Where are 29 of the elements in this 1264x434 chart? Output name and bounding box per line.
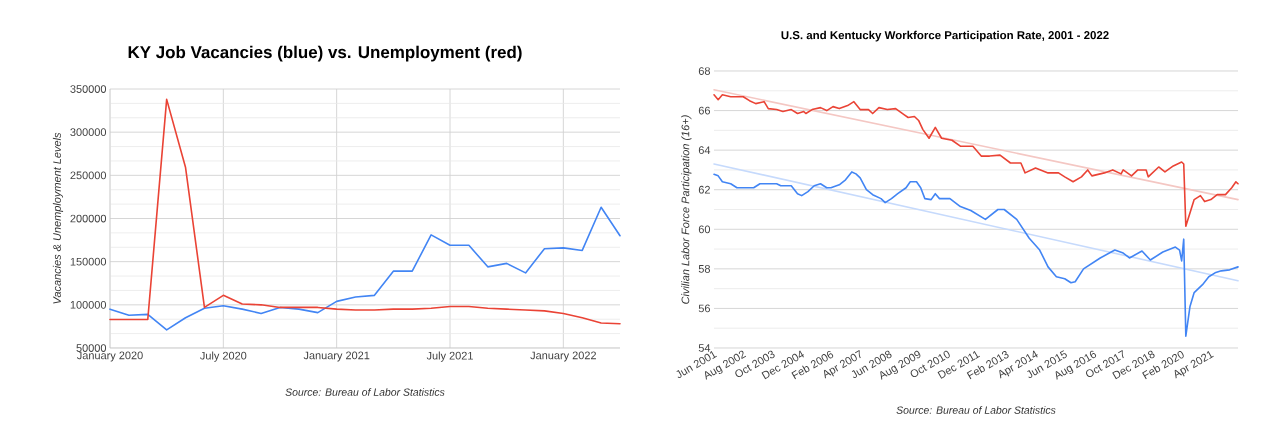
y-axis-title: Civilian Labor Force Participation (16+) — [681, 115, 692, 304]
y-tick-label: 50000 — [76, 344, 107, 352]
line-series — [109, 206, 621, 331]
y-tick-label: 58 — [698, 264, 710, 273]
y-axis-title: Vacancies & Unemployment Levels — [52, 132, 64, 304]
y-tick-label: 64 — [698, 146, 711, 155]
y-tick-label: 62 — [698, 185, 710, 194]
y-tick-label: 150000 — [70, 257, 107, 266]
line-series — [713, 93, 1239, 228]
source-note: Source: Bureau of Labor Statistics — [285, 388, 445, 396]
x-tick-label: July 2021 — [426, 351, 473, 362]
y-tick-label: 350000 — [70, 85, 107, 93]
y-tick-label: 300000 — [70, 128, 107, 137]
y-tick-label: 60 — [698, 225, 711, 234]
x-tick-label: January 2021 — [303, 351, 370, 362]
y-tick-label: 56 — [698, 304, 710, 313]
y-tick-label: 66 — [698, 106, 710, 115]
chart-title: KY Job Vacancies (blue) vs. Unemployment (red) — [128, 45, 522, 62]
y-tick-label: 54 — [698, 344, 711, 352]
source-note: Source: Bureau of Labor Statistics — [896, 406, 1056, 414]
x-tick-label: January 2020 — [76, 351, 143, 362]
y-tick-label: 68 — [698, 67, 710, 75]
y-tick-label: 250000 — [70, 171, 107, 180]
y-tick-label: 200000 — [70, 214, 107, 223]
x-tick-label: January 2022 — [530, 351, 596, 362]
chart-title: U.S. and Kentucky Workforce Participation Rate, 2001 - 2022 — [781, 30, 1109, 42]
y-tick-label: 100000 — [70, 300, 107, 309]
x-tick-label: July 2020 — [200, 351, 247, 362]
line-series — [713, 171, 1239, 337]
